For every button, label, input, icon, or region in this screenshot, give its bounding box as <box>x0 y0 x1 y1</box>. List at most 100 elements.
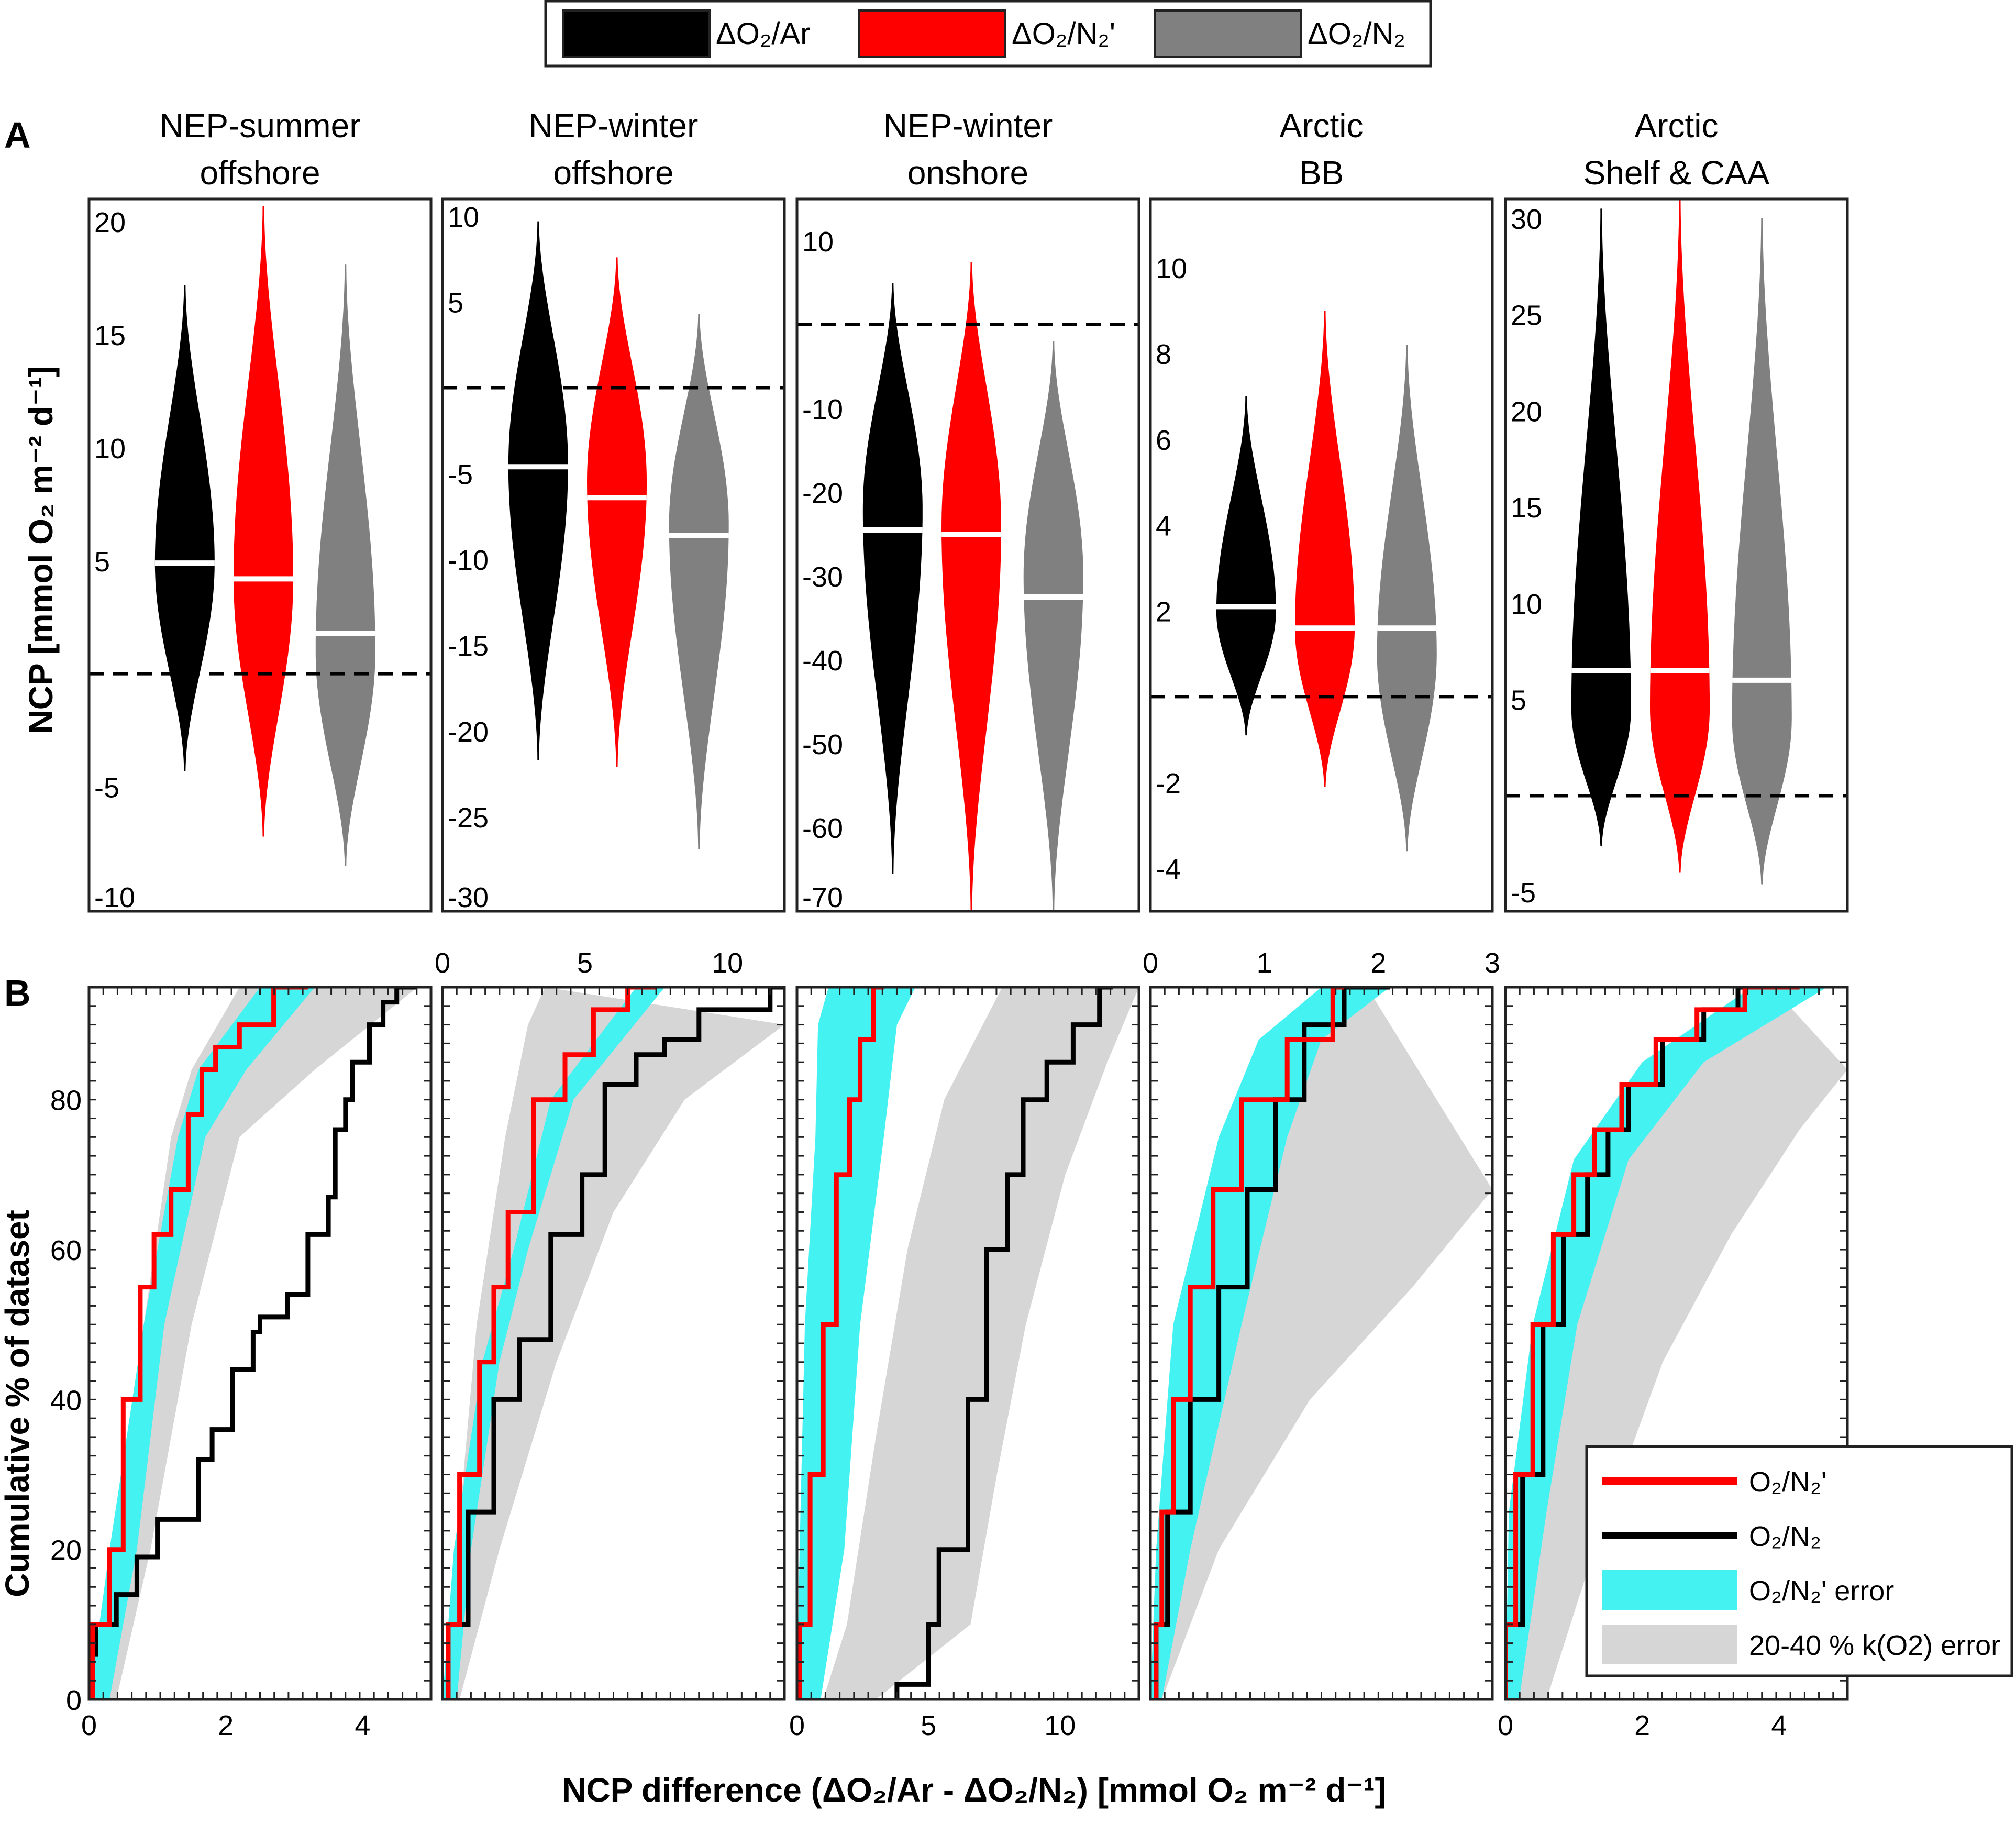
top-legend-swatch-0 <box>562 9 711 58</box>
violin-ytick-label: -5 <box>1511 877 1536 909</box>
b-legend-label-3: 20-40 % k(O2) error <box>1749 1630 2000 1661</box>
cdf-top-tick-label: 3 <box>1485 947 1500 979</box>
violin-ytick-label: -40 <box>802 645 843 677</box>
violin-o-ar <box>154 285 215 771</box>
violin-o-n <box>234 206 293 837</box>
violin-ytick-label: 5 <box>448 288 463 319</box>
violin-ytick-label: 5 <box>1511 685 1526 716</box>
violin-o-n <box>1023 341 1083 911</box>
violin-ytick-label: 15 <box>1511 492 1542 524</box>
top-legend-label-1: ΔO₂/N₂' <box>1012 17 1115 51</box>
cdf-xtick-label: 2 <box>1634 1710 1650 1741</box>
violin-title-line2: onshore <box>907 154 1028 192</box>
violin-axes-frame <box>1504 197 1849 913</box>
violin-o-n <box>669 314 729 849</box>
cdf-panel-nep-winter-offshore: 0 5 10 <box>435 947 786 1701</box>
violin-ytick-label: 20 <box>1511 396 1542 427</box>
violin-ytick-label: 15 <box>94 320 126 351</box>
violin-panel-nep-winter-offshore: NEP-winter offshore 10 5 -5 -10 -15 -20 -25 -30 <box>441 107 786 913</box>
violin-plot-area <box>442 221 784 849</box>
violin-title-line2: Shelf & CAA <box>1583 154 1770 192</box>
kO2-error-band <box>442 987 784 1699</box>
o2n2p-error-band <box>89 987 315 1699</box>
violin-ytick-label: -15 <box>448 631 489 662</box>
violin-ytick-label: 5 <box>94 546 110 578</box>
top-legend-label-0: ΔO₂/Ar <box>716 17 811 51</box>
violin-ytick-label: -10 <box>94 882 135 913</box>
o2n2p-error-band <box>442 987 665 1699</box>
panel-b-ylabel-group: Cumulative % of dataset <box>0 1210 36 1597</box>
violin-o-ar <box>508 221 568 760</box>
cdf-xtick-label: 2 <box>218 1710 234 1741</box>
o2n2-cumulative-line <box>446 987 784 1699</box>
cdf-top-tick-label: 0 <box>1143 947 1158 979</box>
panel-a-ylabel: NCP [mmol O₂ m⁻² d⁻¹] <box>22 366 60 734</box>
violin-ytick-label: 10 <box>448 202 479 233</box>
violin-o-n <box>1732 218 1792 885</box>
top-legend-swatch-1 <box>858 9 1006 58</box>
violin-o-n <box>1377 345 1437 852</box>
violin-title-line1: NEP-winter <box>883 107 1053 145</box>
violin-ytick-label: -25 <box>448 802 489 834</box>
violin-o-n <box>1650 199 1710 873</box>
violin-ytick-label: -60 <box>802 813 843 844</box>
violin-ytick-label: 25 <box>1511 300 1542 332</box>
panel-b-legend: O₂/N₂' O₂/N₂ O₂/N₂' error 20-40 % k(O2) err… <box>1585 1445 2013 1677</box>
panel-a-label: A <box>4 115 31 156</box>
o2n2-cumulative-line <box>894 987 1113 1699</box>
violin-plot-area <box>1150 311 1492 852</box>
cdf-panel-nep-winter-onshore: 0 5 10 <box>789 986 1140 1741</box>
top-legend: ΔO₂/Ar ΔO₂/N₂' ΔO₂/N₂ <box>544 0 1432 68</box>
o2n2p-error-band <box>797 987 915 1699</box>
violin-ytick-label: 10 <box>1156 253 1187 284</box>
violin-o-n <box>587 257 647 767</box>
violin-plot-area <box>797 262 1139 911</box>
violin-panel-arctic-bb: Arctic BB 10 8 6 4 2 -2 -4 <box>1149 107 1494 913</box>
violin-plot-area <box>89 206 431 866</box>
o2n2p-cumulative-line <box>90 987 308 1699</box>
violin-o-ar <box>862 283 923 874</box>
violin-panels: NEP-summeroffshore2015105-5-10NEP-winter… <box>87 107 1849 913</box>
panel-b-ylabel: Cumulative % of dataset <box>0 1210 36 1597</box>
violin-ytick-label: -30 <box>448 882 489 913</box>
violin-ytick-label: 30 <box>1511 204 1542 235</box>
violin-ytick-label: -30 <box>802 561 843 593</box>
violin-o-ar <box>1571 208 1631 846</box>
cdf-ytick-label: 0 <box>66 1685 82 1716</box>
cdf-top-tick-label: 5 <box>577 947 593 979</box>
violin-axes-frame <box>1149 197 1494 913</box>
cdf-panel-arctic-bb: 0 1 2 3 <box>1143 947 1500 1701</box>
cdf-top-tick-label: 2 <box>1370 947 1386 979</box>
violin-ytick-label: -10 <box>802 394 843 425</box>
violin-o-n <box>315 264 375 866</box>
cdf-plot-area <box>797 987 1139 1699</box>
violin-o-ar <box>1216 396 1276 736</box>
cdf-top-tick-label: 0 <box>435 947 450 979</box>
cdf-xtick-label: 5 <box>921 1710 936 1741</box>
cdf-xtick-label: 0 <box>789 1710 805 1741</box>
b-legend-patch-2 <box>1602 1570 1737 1610</box>
cdf-xtick-label: 4 <box>355 1710 370 1741</box>
violin-ytick-label: 6 <box>1156 425 1171 456</box>
violin-ytick-label: -2 <box>1156 768 1181 799</box>
cdf-ytick-label: 40 <box>50 1385 82 1416</box>
violin-title-line1: Arctic <box>1280 107 1364 145</box>
o2n2-cumulative-line <box>90 987 417 1699</box>
violin-title-line1: NEP-summer <box>159 107 360 145</box>
violin-ytick-label: -4 <box>1156 854 1181 885</box>
top-legend-swatch-2 <box>1154 9 1302 58</box>
cdf-plot-area <box>1150 987 1492 1699</box>
cdf-ytick-label: 80 <box>50 1085 82 1117</box>
violin-ytick-label: 2 <box>1156 596 1171 628</box>
violin-o-n <box>941 262 1001 911</box>
cdf-ytick-label: 60 <box>50 1235 82 1266</box>
violin-axes-frame <box>441 197 786 913</box>
kO2-error-band <box>823 987 1139 1699</box>
top-legend-label-2: ΔO₂/N₂ <box>1308 17 1405 51</box>
o2n2p-cumulative-line <box>797 987 884 1699</box>
violin-ytick-label: -5 <box>448 459 473 490</box>
o2n2p-error-band <box>1505 987 1827 1699</box>
violin-ytick-label: -50 <box>802 729 843 760</box>
